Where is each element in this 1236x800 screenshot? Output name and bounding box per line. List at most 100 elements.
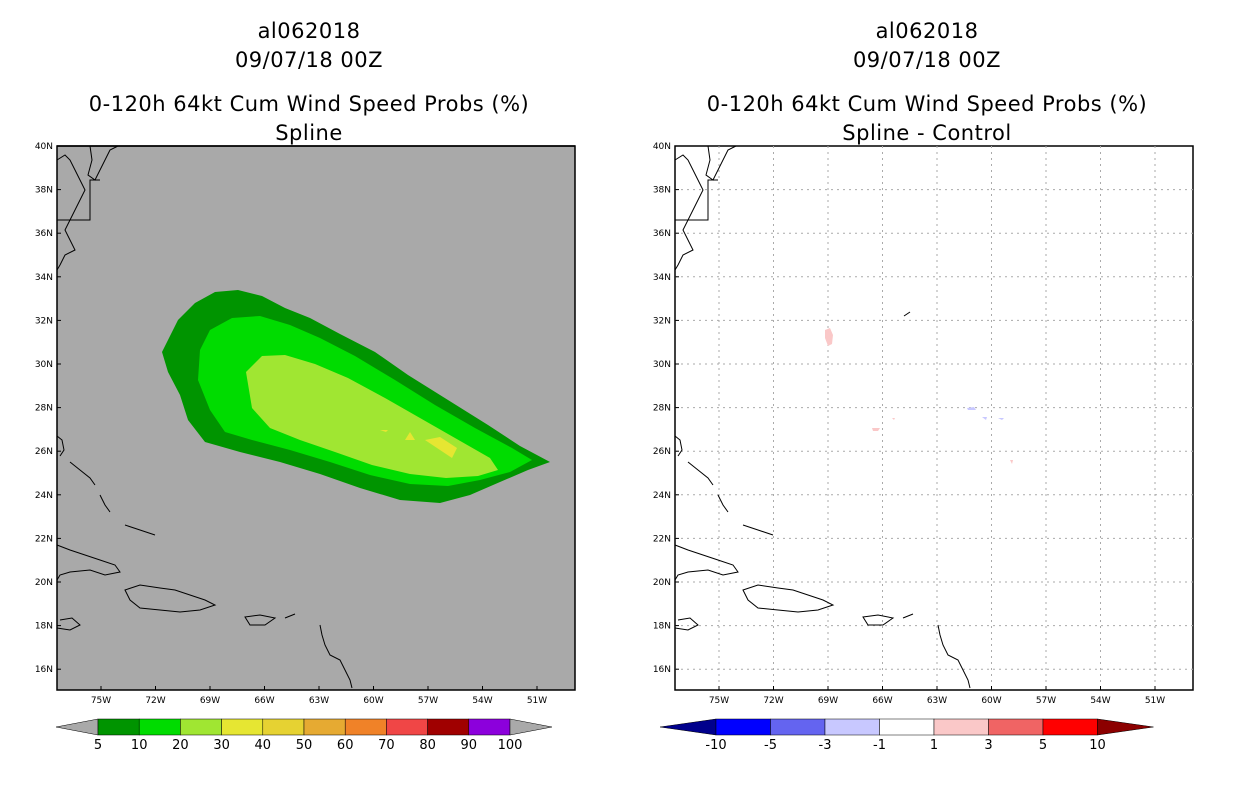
left-colorbar-label: 40 (255, 738, 272, 753)
diff-blob-pos-1 (825, 328, 833, 346)
left-lat-label: 32N (35, 316, 53, 326)
right-datetime: 09/07/18 00Z (852, 48, 1002, 72)
right-colorbar-swatch (1042, 718, 1098, 736)
prob-contour-20 (246, 355, 498, 478)
left-colorbar-label: 90 (461, 738, 478, 753)
right-colorbar-swatch (879, 718, 935, 736)
right-storm-id: al062018 (875, 19, 979, 43)
right-lat-label: 26N (653, 447, 671, 457)
left-lat-label: 30N (35, 360, 53, 370)
left-lon-label: 63W (309, 696, 329, 706)
left-lon-label: 60W (363, 696, 383, 706)
left-lat-label: 38N (35, 186, 53, 196)
right-colorbar-label: 3 (984, 738, 992, 753)
left-lat-label: 22N (35, 534, 53, 544)
right-title: 0-120h 64kt Cum Wind Speed Probs (%) (706, 92, 1148, 116)
right-lon-label: 54W (1090, 696, 1110, 706)
right-lat-label: 38N (653, 186, 671, 196)
left-lat-labels: 40N 38N 36N 34N 32N 30N 28N 26N 24N 22N 20N 18N 16N (35, 142, 61, 675)
right-lon-label: 60W (981, 696, 1001, 706)
right-lat-label: 18N (653, 622, 671, 632)
left-colorbar-left-arrow (55, 718, 99, 736)
left-lat-label: 16N (35, 665, 53, 675)
right-lon-label: 75W (709, 696, 729, 706)
right-lat-label: 34N (653, 273, 671, 283)
left-lat-label: 34N (35, 273, 53, 283)
diff-blob-pos-2 (872, 428, 880, 431)
right-lon-label: 57W (1036, 696, 1056, 706)
right-lat-label: 24N (653, 491, 671, 501)
left-lat-label: 24N (35, 491, 53, 501)
diff-blob-pos-3 (892, 418, 895, 420)
left-colorbar-swatch (303, 718, 346, 736)
diff-blob-neg-3 (998, 418, 1004, 420)
left-lon-label: 66W (254, 696, 274, 706)
left-datetime: 09/07/18 00Z (234, 48, 384, 72)
left-colorbar-label: 30 (213, 738, 230, 753)
right-lon-label: 63W (927, 696, 947, 706)
left-colorbar: 5 10 20 30 40 50 60 70 80 90 100 (55, 718, 553, 753)
right-grid-lines (675, 146, 1193, 690)
right-colorbar-swatch (770, 718, 826, 736)
left-colorbar-swatch (262, 718, 305, 736)
left-lon-label: 57W (418, 696, 438, 706)
left-colorbar-swatch (427, 718, 470, 736)
right-lat-label: 22N (653, 534, 671, 544)
right-coastlines (674, 145, 971, 689)
diff-blob-neg-1 (967, 407, 976, 410)
right-colorbar-label: -3 (819, 738, 832, 753)
left-colorbar-swatch (468, 718, 511, 736)
right-lat-labels: 40N 38N 36N 34N 32N 30N 28N 26N 24N 22N 20N 18N 16N (653, 142, 679, 675)
right-colorbar-left-arrow (659, 718, 717, 736)
prob-contour-30b (405, 432, 415, 440)
left-colorbar-label: 80 (419, 738, 436, 753)
right-colorbar-right-arrow (1097, 718, 1154, 736)
right-lon-labels: 75W 72W 69W 66W 63W 60W 57W 54W 51W (709, 686, 1165, 706)
left-lon-label: 75W (91, 696, 111, 706)
left-title: 0-120h 64kt Cum Wind Speed Probs (%) (88, 92, 530, 116)
diff-blob-pos-4 (1010, 460, 1013, 464)
right-lat-label: 20N (653, 578, 671, 588)
right-colorbar-label: 1 (930, 738, 938, 753)
left-lat-label: 20N (35, 578, 53, 588)
left-colorbar-label: 20 (172, 738, 189, 753)
left-lat-label: 26N (35, 447, 53, 457)
left-colorbar-swatch (344, 718, 387, 736)
right-colorbar-label: 5 (1039, 738, 1047, 753)
right-map-panel: 40N38N36N34N32N30N28N26N24N22N20N18N16N … (653, 142, 1194, 753)
right-lat-label: 16N (653, 665, 671, 675)
left-colorbar-swatch (97, 718, 140, 736)
left-lon-labels: 75W 72W 69W 66W 63W 60W 57W 54W 51W (91, 686, 547, 706)
left-colorbar-label: 60 (337, 738, 354, 753)
right-colorbar-swatch (824, 718, 880, 736)
right-colorbar-label: -10 (705, 738, 726, 753)
right-lat-label: 30N (653, 360, 671, 370)
left-subtitle: Spline (275, 121, 343, 145)
right-lon-label: 51W (1145, 696, 1165, 706)
right-colorbar-label: 10 (1089, 738, 1106, 753)
right-colorbar-label: -1 (873, 738, 886, 753)
right-lon-label: 72W (763, 696, 783, 706)
left-coastlines (56, 145, 353, 689)
left-colorbar-label: 5 (94, 738, 102, 753)
prob-contour-30c (380, 430, 388, 432)
left-storm-id: al062018 (257, 19, 361, 43)
left-lat-label: 18N (35, 622, 53, 632)
left-lat-label: 40N (35, 142, 53, 152)
left-lat-label: 28N (35, 404, 53, 414)
right-lon-label: 69W (818, 696, 838, 706)
right-colorbar-swatch (715, 718, 771, 736)
left-lat-label: 36N (35, 229, 53, 239)
left-colorbar-label: 50 (296, 738, 313, 753)
prob-contour-30 (425, 437, 457, 458)
right-lat-label: 28N (653, 404, 671, 414)
left-colorbar-swatch (386, 718, 428, 736)
left-lon-label: 72W (145, 696, 165, 706)
right-map-background (674, 145, 1194, 691)
left-colorbar-swatch (180, 718, 222, 736)
right-subtitle: Spline - Control (842, 121, 1012, 145)
right-map-frame (674, 145, 1194, 691)
right-colorbar-swatch (933, 718, 989, 736)
right-lat-label: 36N (653, 229, 671, 239)
right-colorbar: -10 -5 -3 -1 1 3 5 10 (659, 718, 1154, 753)
